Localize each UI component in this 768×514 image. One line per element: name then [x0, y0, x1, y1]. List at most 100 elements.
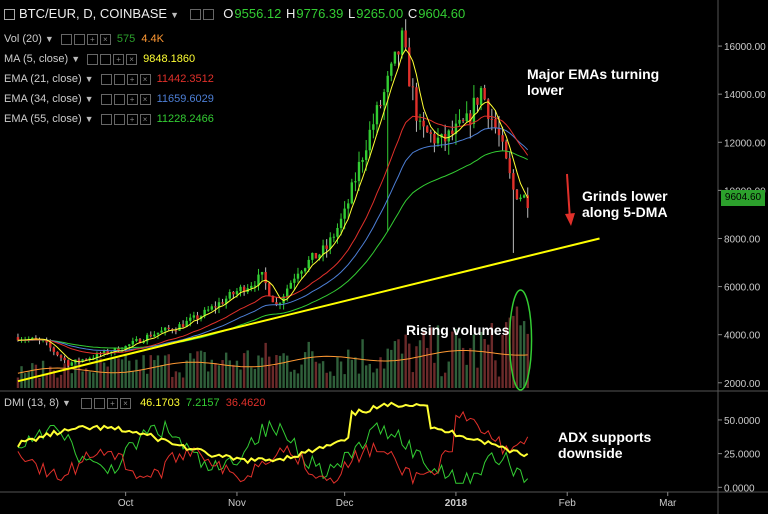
add-icon[interactable]: + [126, 93, 138, 105]
settings-icon[interactable] [113, 93, 125, 105]
volume-bar [325, 372, 328, 388]
volume-bar [214, 362, 217, 388]
visibility-icon[interactable] [87, 53, 99, 65]
indicator-legend-row[interactable]: EMA (55, close) ▼ + × 11228.2466 [4, 113, 214, 125]
candle-body [242, 286, 246, 293]
settings-icon[interactable] [189, 9, 201, 21]
volume-bar [350, 359, 354, 388]
close-icon[interactable]: × [139, 93, 151, 105]
volume-bar [275, 355, 278, 388]
volume-bar [465, 364, 468, 388]
candle-body [131, 340, 135, 345]
down-arrow-head [565, 213, 575, 226]
volume-bar [232, 364, 235, 388]
volume-bar [268, 356, 271, 388]
price-tick-label: 6000.00 [724, 283, 761, 294]
symbol-label[interactable]: BTC/EUR, D, COINBASE [19, 6, 168, 21]
close-icon[interactable]: × [126, 53, 138, 65]
indicator-legend-row[interactable]: EMA (21, close) ▼ + × 11442.3512 [4, 73, 214, 85]
volume-bar [52, 370, 56, 388]
chevron-down-icon[interactable]: ▼ [44, 34, 54, 44]
visibility-icon[interactable] [81, 397, 92, 409]
candle-body [372, 124, 375, 130]
volume-bar [472, 334, 476, 388]
volume-bar [443, 372, 447, 388]
add-icon[interactable]: + [113, 53, 125, 65]
volume-bar [300, 364, 303, 388]
candle-body [260, 272, 264, 275]
indicator-legend-row[interactable]: Vol (20) ▼ + × 575 4.4K [4, 33, 164, 45]
volume-bar [382, 368, 386, 388]
candle-body [92, 357, 95, 359]
volume-bar [199, 350, 203, 388]
indicator-value: 11442.3512 [156, 73, 214, 85]
volume-bar [84, 368, 88, 388]
volume-bar [519, 325, 522, 388]
menu-icon[interactable] [4, 9, 15, 21]
dmi-legend[interactable]: DMI (13, 8) ▼ + × 46.1703 7.2157 36.4620 [4, 397, 266, 409]
visibility-icon[interactable] [100, 93, 112, 105]
volume-bar [497, 376, 501, 388]
volume-bar [239, 369, 242, 388]
candle-body [519, 197, 522, 200]
candle-body [138, 339, 142, 343]
chevron-down-icon[interactable]: ▼ [170, 10, 179, 20]
close-icon[interactable]: × [139, 113, 151, 125]
candle-body [156, 332, 160, 335]
volume-bar [81, 371, 84, 388]
close-icon[interactable]: × [99, 33, 111, 45]
volume-bar [63, 363, 66, 388]
settings-icon[interactable] [113, 113, 125, 125]
volume-bar [70, 373, 73, 388]
add-icon[interactable]: + [86, 33, 98, 45]
candle-body [160, 330, 163, 333]
volume-bar [311, 351, 314, 388]
candle-body [300, 271, 303, 274]
chevron-down-icon[interactable]: ▼ [84, 94, 94, 104]
settings-icon[interactable] [100, 53, 112, 65]
volume-bar [224, 352, 228, 388]
header-buttons[interactable] [189, 6, 216, 21]
volume-bar [515, 306, 519, 388]
volume-bar [501, 334, 504, 388]
x-tick-label: Oct [118, 498, 134, 509]
indicator-legend-row[interactable]: MA (5, close) ▼ + × 9848.1860 [4, 53, 195, 65]
volume-bar [368, 363, 371, 388]
volume-bar [318, 363, 321, 388]
settings-icon[interactable] [73, 33, 85, 45]
x-tick-label: Nov [228, 498, 246, 509]
candle-body [386, 75, 389, 93]
price-tick-label: 14000.00 [724, 90, 766, 101]
indicator-legend-row[interactable]: EMA (34, close) ▼ + × 11659.6029 [4, 93, 214, 105]
volume-bar [494, 360, 497, 388]
volume-bar [393, 341, 397, 388]
volume-bar [189, 353, 192, 388]
chevron-down-icon[interactable]: ▼ [71, 54, 81, 64]
candle-body [174, 330, 178, 332]
volume-bar [163, 355, 167, 388]
visibility-icon[interactable] [202, 9, 214, 21]
visibility-icon[interactable] [60, 33, 72, 45]
chevron-down-icon[interactable]: ▼ [84, 74, 94, 84]
chevron-down-icon[interactable]: ▼ [62, 398, 71, 408]
candle-body [221, 302, 224, 304]
close-icon[interactable]: × [120, 397, 131, 409]
settings-icon[interactable] [94, 397, 105, 409]
add-icon[interactable]: + [107, 397, 118, 409]
close-icon[interactable]: × [139, 73, 151, 85]
settings-icon[interactable] [113, 73, 125, 85]
chevron-down-icon[interactable]: ▼ [84, 114, 94, 124]
add-icon[interactable]: + [126, 113, 138, 125]
ema-34-line [17, 127, 529, 352]
visibility-icon[interactable] [100, 113, 112, 125]
candle-body [465, 113, 468, 122]
add-icon[interactable]: + [126, 73, 138, 85]
volume-bar [286, 355, 289, 388]
volume-bar [95, 358, 99, 388]
visibility-icon[interactable] [100, 73, 112, 85]
volume-highlight-ellipse [508, 289, 533, 391]
candle-body [508, 158, 511, 174]
candle-body [343, 208, 346, 219]
candle-body [264, 272, 267, 284]
volume-bar [357, 373, 361, 388]
